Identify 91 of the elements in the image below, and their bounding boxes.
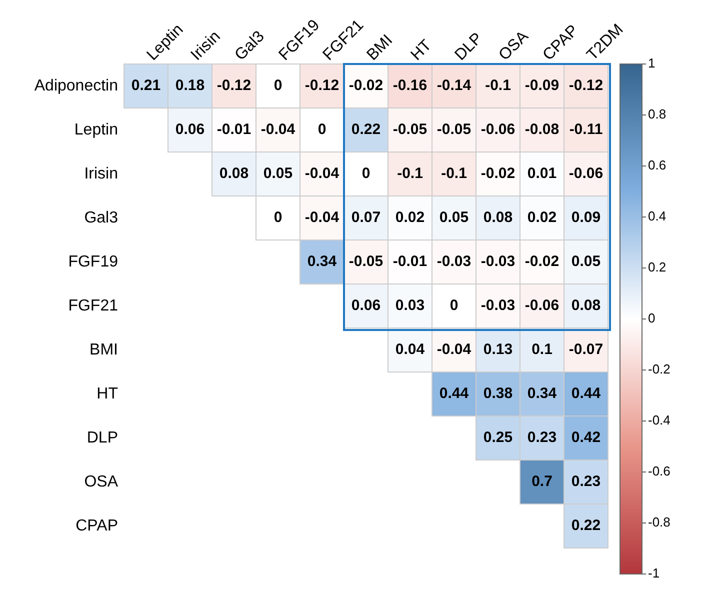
data-label: -0.05 xyxy=(436,121,472,138)
y-tick-label: Irisin xyxy=(84,165,118,182)
data-label: -0.04 xyxy=(304,165,340,182)
color-bar-label: 0.2 xyxy=(648,260,666,275)
data-label: 0.1 xyxy=(532,341,552,358)
color-bar-label: -0.6 xyxy=(648,464,670,479)
data-label: -0.06 xyxy=(480,121,516,138)
y-tick-label: DLP xyxy=(86,429,118,446)
data-label: 0.09 xyxy=(571,209,601,226)
data-label: 0.22 xyxy=(571,517,601,534)
data-label: 0.06 xyxy=(351,297,381,314)
data-label: 0.23 xyxy=(571,473,601,490)
y-tick-label: FGF19 xyxy=(68,253,118,270)
data-label: 0.02 xyxy=(395,209,425,226)
data-label: -0.05 xyxy=(392,121,428,138)
color-bar-label: 0.4 xyxy=(648,208,666,224)
y-tick-label: Adiponectin xyxy=(34,77,118,94)
y-tick-label: BMI xyxy=(90,341,118,358)
data-label: 0.05 xyxy=(263,165,293,182)
data-label: 0.34 xyxy=(307,253,338,270)
color-bar-label: 0.6 xyxy=(648,158,666,173)
color-bar-label: 0.8 xyxy=(648,106,666,122)
x-tick-label: BMI xyxy=(364,32,396,64)
data-label: -0.01 xyxy=(216,121,252,138)
data-label: 0.25 xyxy=(483,429,513,446)
data-label: -0.04 xyxy=(304,209,340,226)
data-label: -0.12 xyxy=(216,77,252,94)
data-label: 0.08 xyxy=(219,165,249,182)
data-label: -0.07 xyxy=(568,341,604,358)
data-label: -0.1 xyxy=(441,165,467,182)
data-label: 0.05 xyxy=(439,209,469,226)
data-label: -0.1 xyxy=(485,77,511,94)
data-label: 0.05 xyxy=(571,253,601,270)
data-label: 0.08 xyxy=(483,209,513,226)
data-label: -0.08 xyxy=(524,121,560,138)
data-label: -0.02 xyxy=(480,165,516,182)
color-bar-label: -0.4 xyxy=(648,412,670,428)
data-label: 0.44 xyxy=(439,385,470,402)
data-label: 0 xyxy=(450,297,458,314)
data-label: -0.06 xyxy=(524,297,560,314)
data-label: 0.42 xyxy=(571,429,601,446)
data-label: 0.02 xyxy=(527,209,557,226)
data-label: -0.12 xyxy=(568,77,604,94)
data-label: 0.13 xyxy=(483,341,513,358)
data-label: 0.07 xyxy=(351,209,381,226)
data-label: 0.01 xyxy=(527,165,557,182)
data-label: 0.23 xyxy=(527,429,557,446)
color-bar-label: -0.8 xyxy=(648,514,670,530)
color-bar-label: 0 xyxy=(648,310,656,326)
y-tick-label: Leptin xyxy=(74,121,118,138)
data-label: -0.11 xyxy=(569,121,603,138)
data-label: 0.21 xyxy=(131,77,161,94)
data-label: -0.14 xyxy=(436,77,472,94)
y-tick-label: CPAP xyxy=(76,517,118,534)
y-tick-label: OSA xyxy=(84,473,118,490)
data-label: 0.7 xyxy=(532,473,552,490)
data-label: 0 xyxy=(318,121,326,138)
y-tick-label: FGF21 xyxy=(68,297,118,314)
data-label: 0.22 xyxy=(351,121,381,138)
data-label: -0.02 xyxy=(348,77,384,94)
data-label: 0.44 xyxy=(571,385,602,402)
data-label: -0.03 xyxy=(436,253,472,270)
data-label: -0.01 xyxy=(392,253,428,270)
data-label: -0.12 xyxy=(304,77,340,94)
data-label: 0.38 xyxy=(483,385,513,402)
data-label: -0.03 xyxy=(480,297,516,314)
data-label: 0.06 xyxy=(175,121,205,138)
data-label: 0 xyxy=(362,165,370,182)
data-label: 0.03 xyxy=(395,297,425,314)
color-bar-label: -1 xyxy=(648,566,660,581)
data-label: 0 xyxy=(274,209,282,226)
color-bar-label: 1 xyxy=(648,56,656,71)
x-tick-label: OSA xyxy=(496,28,532,64)
data-label: 0 xyxy=(274,77,282,94)
y-tick-label: Gal3 xyxy=(84,209,118,226)
y-tick-label: HT xyxy=(96,385,118,402)
data-label: 0.04 xyxy=(395,341,426,358)
data-label: -0.04 xyxy=(436,341,472,358)
x-tick-label: HT xyxy=(408,36,436,64)
data-label: -0.04 xyxy=(260,121,296,138)
data-label: -0.06 xyxy=(568,165,604,182)
data-label: -0.09 xyxy=(524,77,560,94)
data-label: 0.18 xyxy=(175,77,205,94)
data-label: -0.05 xyxy=(348,253,384,270)
data-label: 0.08 xyxy=(571,297,601,314)
data-label: -0.03 xyxy=(480,253,516,270)
data-label: -0.16 xyxy=(392,77,428,94)
data-label: 0.34 xyxy=(527,385,558,402)
color-bar-label: -0.2 xyxy=(648,362,670,377)
data-label: -0.1 xyxy=(397,165,423,182)
data-label: -0.02 xyxy=(524,253,560,270)
